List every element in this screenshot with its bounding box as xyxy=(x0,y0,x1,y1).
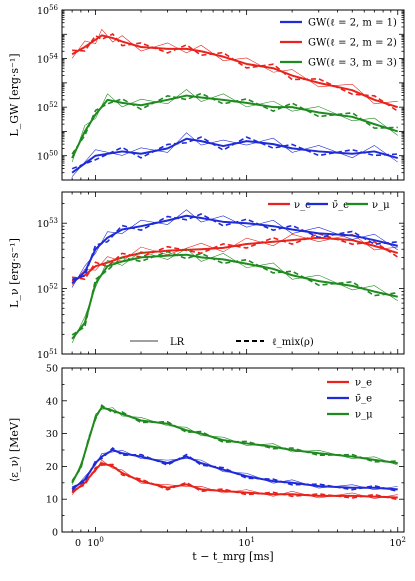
y-axis-label: L_GW [erg·s⁻¹] xyxy=(8,53,21,136)
legend-label: GW(ℓ = 2, m = 2) xyxy=(308,38,397,49)
legend-label: GW(ℓ = 3, m = 3) xyxy=(308,58,397,69)
series-line-thin xyxy=(71,89,398,163)
series-line-dashed xyxy=(71,92,398,155)
x-tick-label: 101 xyxy=(238,536,255,549)
series-line-thin xyxy=(71,28,398,105)
legend-label: ν_μ xyxy=(355,410,373,421)
series-group xyxy=(71,28,399,177)
series-line-dashed xyxy=(71,232,399,281)
legend-label: ν_e xyxy=(355,378,372,389)
series-line-thin xyxy=(71,459,398,499)
series-line-dashed xyxy=(71,213,398,281)
legend-label: GW(ℓ = 2, m = 1) xyxy=(308,18,397,29)
y-tick-label: 20 xyxy=(46,462,58,473)
series-group xyxy=(71,209,399,344)
series-line-solid xyxy=(71,214,398,285)
y-tick-label: 1052 xyxy=(37,101,58,114)
series-line-thin xyxy=(71,449,398,492)
y-axis-label: L_ν [erg·s⁻¹] xyxy=(8,238,21,308)
series-line-solid xyxy=(71,34,399,109)
series-line-dashed xyxy=(71,250,398,336)
x-tick-label: 0 xyxy=(75,538,81,549)
series-line-solid xyxy=(71,406,398,484)
y-tick-label: 1050 xyxy=(37,150,58,163)
x-tick-label: 102 xyxy=(389,536,406,549)
y-tick-label: 30 xyxy=(46,429,58,440)
series-line-thin xyxy=(71,233,398,286)
y-tick-label: 1056 xyxy=(37,4,59,17)
series-line-dashed xyxy=(71,463,398,501)
series-line-solid xyxy=(71,449,398,491)
legend-label: ν̄_e xyxy=(355,394,372,405)
series-line-solid xyxy=(71,137,399,174)
y-tick-label: 1052 xyxy=(37,283,58,296)
y-tick-label: 40 xyxy=(46,396,58,407)
y-tick-label: 1053 xyxy=(37,217,58,230)
series-line-thin xyxy=(71,248,398,344)
y-tick-label: 0 xyxy=(52,528,58,539)
plot-frame xyxy=(61,9,405,181)
series-line-solid xyxy=(71,253,398,340)
y-tick-label: 1054 xyxy=(37,53,59,66)
y-tick-label: 10 xyxy=(46,495,58,506)
series-line-solid xyxy=(71,94,399,159)
x-tick-label: 100 xyxy=(87,536,104,549)
y-tick-label: 1051 xyxy=(37,348,58,361)
x-axis-label: t − t_mrg [ms] xyxy=(192,550,273,563)
series-line-thin xyxy=(71,132,398,177)
y-tick-label: 50 xyxy=(46,364,58,375)
series-line-dashed xyxy=(71,446,398,493)
series-line-dashed xyxy=(71,136,398,170)
legend-label: LR xyxy=(170,337,185,348)
y-axis-label: ⟨ε_ν⟩ [MeV] xyxy=(8,418,21,482)
series-group xyxy=(71,404,398,501)
plot-frame xyxy=(61,191,405,355)
series-line-solid xyxy=(71,462,398,499)
series-line-thin xyxy=(71,209,398,288)
series-line-thin xyxy=(71,407,398,485)
series-line-dashed xyxy=(71,404,398,482)
legend-label: ℓ_mix(ρ) xyxy=(272,337,314,348)
legend-label: ν_e xyxy=(294,200,311,211)
legend-label: ν̄_e xyxy=(332,200,349,211)
legend-label: ν_μ xyxy=(372,200,390,211)
